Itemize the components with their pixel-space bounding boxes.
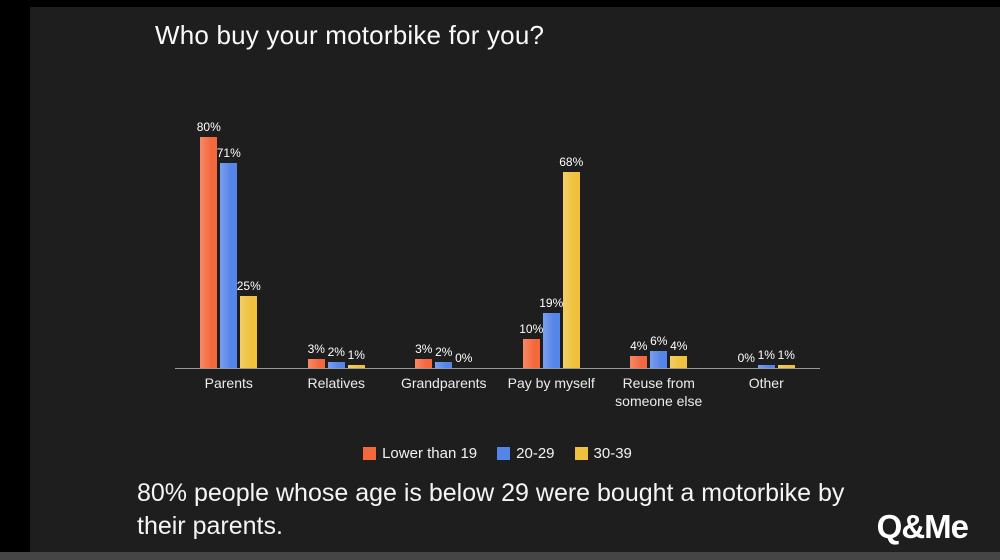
bar-value-label: 6% xyxy=(650,334,668,348)
bar-value-label: 1% xyxy=(777,348,795,362)
legend: Lower than 19 20-29 30-39 xyxy=(175,445,820,462)
category-label: Other xyxy=(748,375,784,391)
bar-group: 80% 71% 25% xyxy=(175,120,283,368)
bar: 3% xyxy=(308,342,325,368)
legend-label: 20-29 xyxy=(516,445,555,462)
category-label: Relatives xyxy=(307,375,366,391)
category-label: Parents xyxy=(204,375,253,391)
bar-value-label: 0% xyxy=(455,351,473,365)
slide: Who buy your motorbike for you? 80% 71% 25… xyxy=(30,7,1000,552)
bar-value-label: 2% xyxy=(327,345,345,359)
bar: 1% xyxy=(758,348,775,368)
bar-group: 3% 2% 0% xyxy=(390,137,498,368)
legend-swatch xyxy=(574,447,588,460)
bar: 6% xyxy=(650,334,667,368)
bar: 19% xyxy=(539,296,563,368)
category-label: Pay by myself xyxy=(507,375,595,391)
bar-value-label: 3% xyxy=(307,342,325,356)
bar: 3% xyxy=(415,342,432,368)
bar-value-label: 1% xyxy=(347,348,365,362)
bar-group: 0% 1% 1% xyxy=(713,137,821,368)
bar-group: 3% 2% 1% xyxy=(283,137,391,368)
category-label: Reuse from someone else xyxy=(615,375,703,409)
chart-title: Who buy your motorbike for you? xyxy=(155,20,545,50)
bar-value-label: 4% xyxy=(630,339,648,353)
caption-text: 80% people whose age is below 29 were bo… xyxy=(137,479,845,540)
bar-value-label: 1% xyxy=(757,348,775,362)
legend-label: Lower than 19 xyxy=(382,445,478,462)
bar: 25% xyxy=(237,279,261,368)
bar-value-label: 4% xyxy=(670,339,688,353)
bar-group: 4% 6% 4% xyxy=(605,137,713,368)
legend-item: 30-39 xyxy=(574,445,632,462)
category-labels: Parents Relatives Grandparents Pay by mysel… xyxy=(175,375,820,410)
bar: 1% xyxy=(778,348,795,368)
bar-value-label: 2% xyxy=(435,345,453,359)
bar-value-label: 68% xyxy=(559,155,584,169)
bar: 4% xyxy=(630,339,647,368)
legend-item: Lower than 19 xyxy=(363,445,477,462)
bar-group: 10% 19% 68% xyxy=(498,137,606,368)
bar-value-label: 3% xyxy=(415,342,433,356)
bar-value-label: 25% xyxy=(236,279,261,293)
bar-value-label: 19% xyxy=(539,296,564,310)
bar: 2% xyxy=(328,345,345,368)
bottom-progress-bar xyxy=(0,552,1000,560)
plot-area: 80% 71% 25% 3% 2% 1% 3% 2% 0% 10% 19% 68% 4% 6% 4% 0% 1%… xyxy=(175,120,821,369)
legend-swatch xyxy=(363,447,377,460)
bar: 1% xyxy=(348,348,365,368)
bar: 2% xyxy=(435,345,452,368)
bar: 80% xyxy=(197,120,221,368)
qme-logo: Q&Me xyxy=(876,508,969,545)
legend-item: 20-29 xyxy=(497,445,555,462)
bar: 68% xyxy=(559,155,583,368)
bar: 4% xyxy=(670,339,687,368)
bar-value-label: 0% xyxy=(737,351,755,365)
bar-value-label: 80% xyxy=(196,120,221,134)
legend-label: 30-39 xyxy=(593,445,632,462)
legend-swatch xyxy=(497,447,511,460)
category-label: Grandparents xyxy=(400,375,487,391)
bar: 71% xyxy=(217,146,241,368)
bar-value-label: 10% xyxy=(519,322,544,336)
bar-value-label: 71% xyxy=(216,146,241,160)
bar: 10% xyxy=(519,322,543,368)
